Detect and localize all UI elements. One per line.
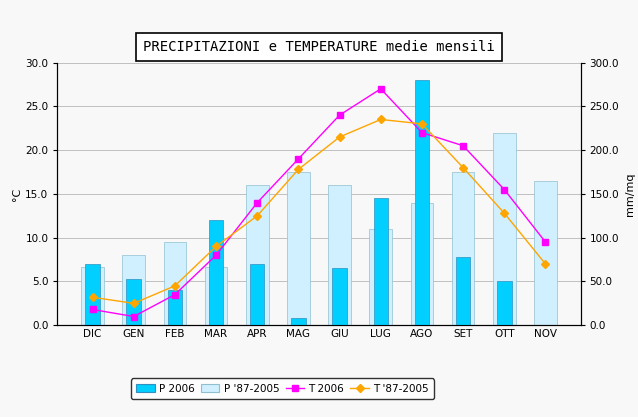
Y-axis label: mm/mq: mm/mq — [625, 172, 635, 216]
T '87-2005 — [130, 301, 138, 306]
Bar — [534, 181, 557, 325]
Bar — [205, 267, 227, 325]
Bar — [374, 198, 388, 325]
T '87-2005 — [336, 135, 343, 140]
Bar — [493, 133, 516, 325]
T 2006 — [212, 253, 220, 258]
Title: PRECIPITAZIONI e TEMPERATURE medie mensili: PRECIPITAZIONI e TEMPERATURE medie mensi… — [143, 40, 495, 55]
T '87-2005 — [418, 121, 426, 126]
T '87-2005 — [295, 167, 302, 172]
Bar — [85, 264, 100, 325]
T '87-2005 — [89, 295, 96, 300]
Legend: P 2006, P '87-2005, T 2006, T '87-2005: P 2006, P '87-2005, T 2006, T '87-2005 — [131, 379, 434, 399]
T '87-2005 — [171, 284, 179, 289]
Bar — [81, 266, 104, 325]
T 2006 — [418, 130, 426, 135]
Bar — [411, 203, 433, 325]
T '87-2005 — [459, 165, 467, 170]
Bar — [291, 318, 306, 325]
Bar — [126, 279, 141, 325]
Bar — [209, 220, 223, 325]
T '87-2005 — [253, 214, 261, 219]
Bar — [456, 257, 470, 325]
Bar — [287, 172, 309, 325]
Bar — [250, 264, 264, 325]
Bar — [497, 281, 512, 325]
Bar — [163, 242, 186, 325]
T 2006 — [89, 307, 96, 312]
Bar — [332, 269, 347, 325]
Bar — [122, 255, 145, 325]
Line: T '87-2005: T '87-2005 — [90, 117, 548, 306]
T 2006 — [459, 143, 467, 148]
T 2006 — [171, 292, 179, 297]
T 2006 — [253, 200, 261, 205]
Y-axis label: °C: °C — [13, 187, 22, 201]
T 2006 — [500, 187, 508, 192]
T '87-2005 — [542, 261, 549, 266]
T '87-2005 — [377, 117, 385, 122]
Line: T 2006: T 2006 — [90, 86, 548, 319]
T 2006 — [336, 113, 343, 118]
T 2006 — [295, 156, 302, 161]
Bar — [415, 80, 429, 325]
Bar — [168, 290, 182, 325]
Bar — [452, 172, 475, 325]
Bar — [246, 185, 269, 325]
Bar — [329, 185, 351, 325]
T 2006 — [542, 239, 549, 244]
T 2006 — [130, 314, 138, 319]
T '87-2005 — [212, 244, 220, 249]
T '87-2005 — [500, 211, 508, 216]
Bar — [369, 229, 392, 325]
T 2006 — [377, 86, 385, 91]
